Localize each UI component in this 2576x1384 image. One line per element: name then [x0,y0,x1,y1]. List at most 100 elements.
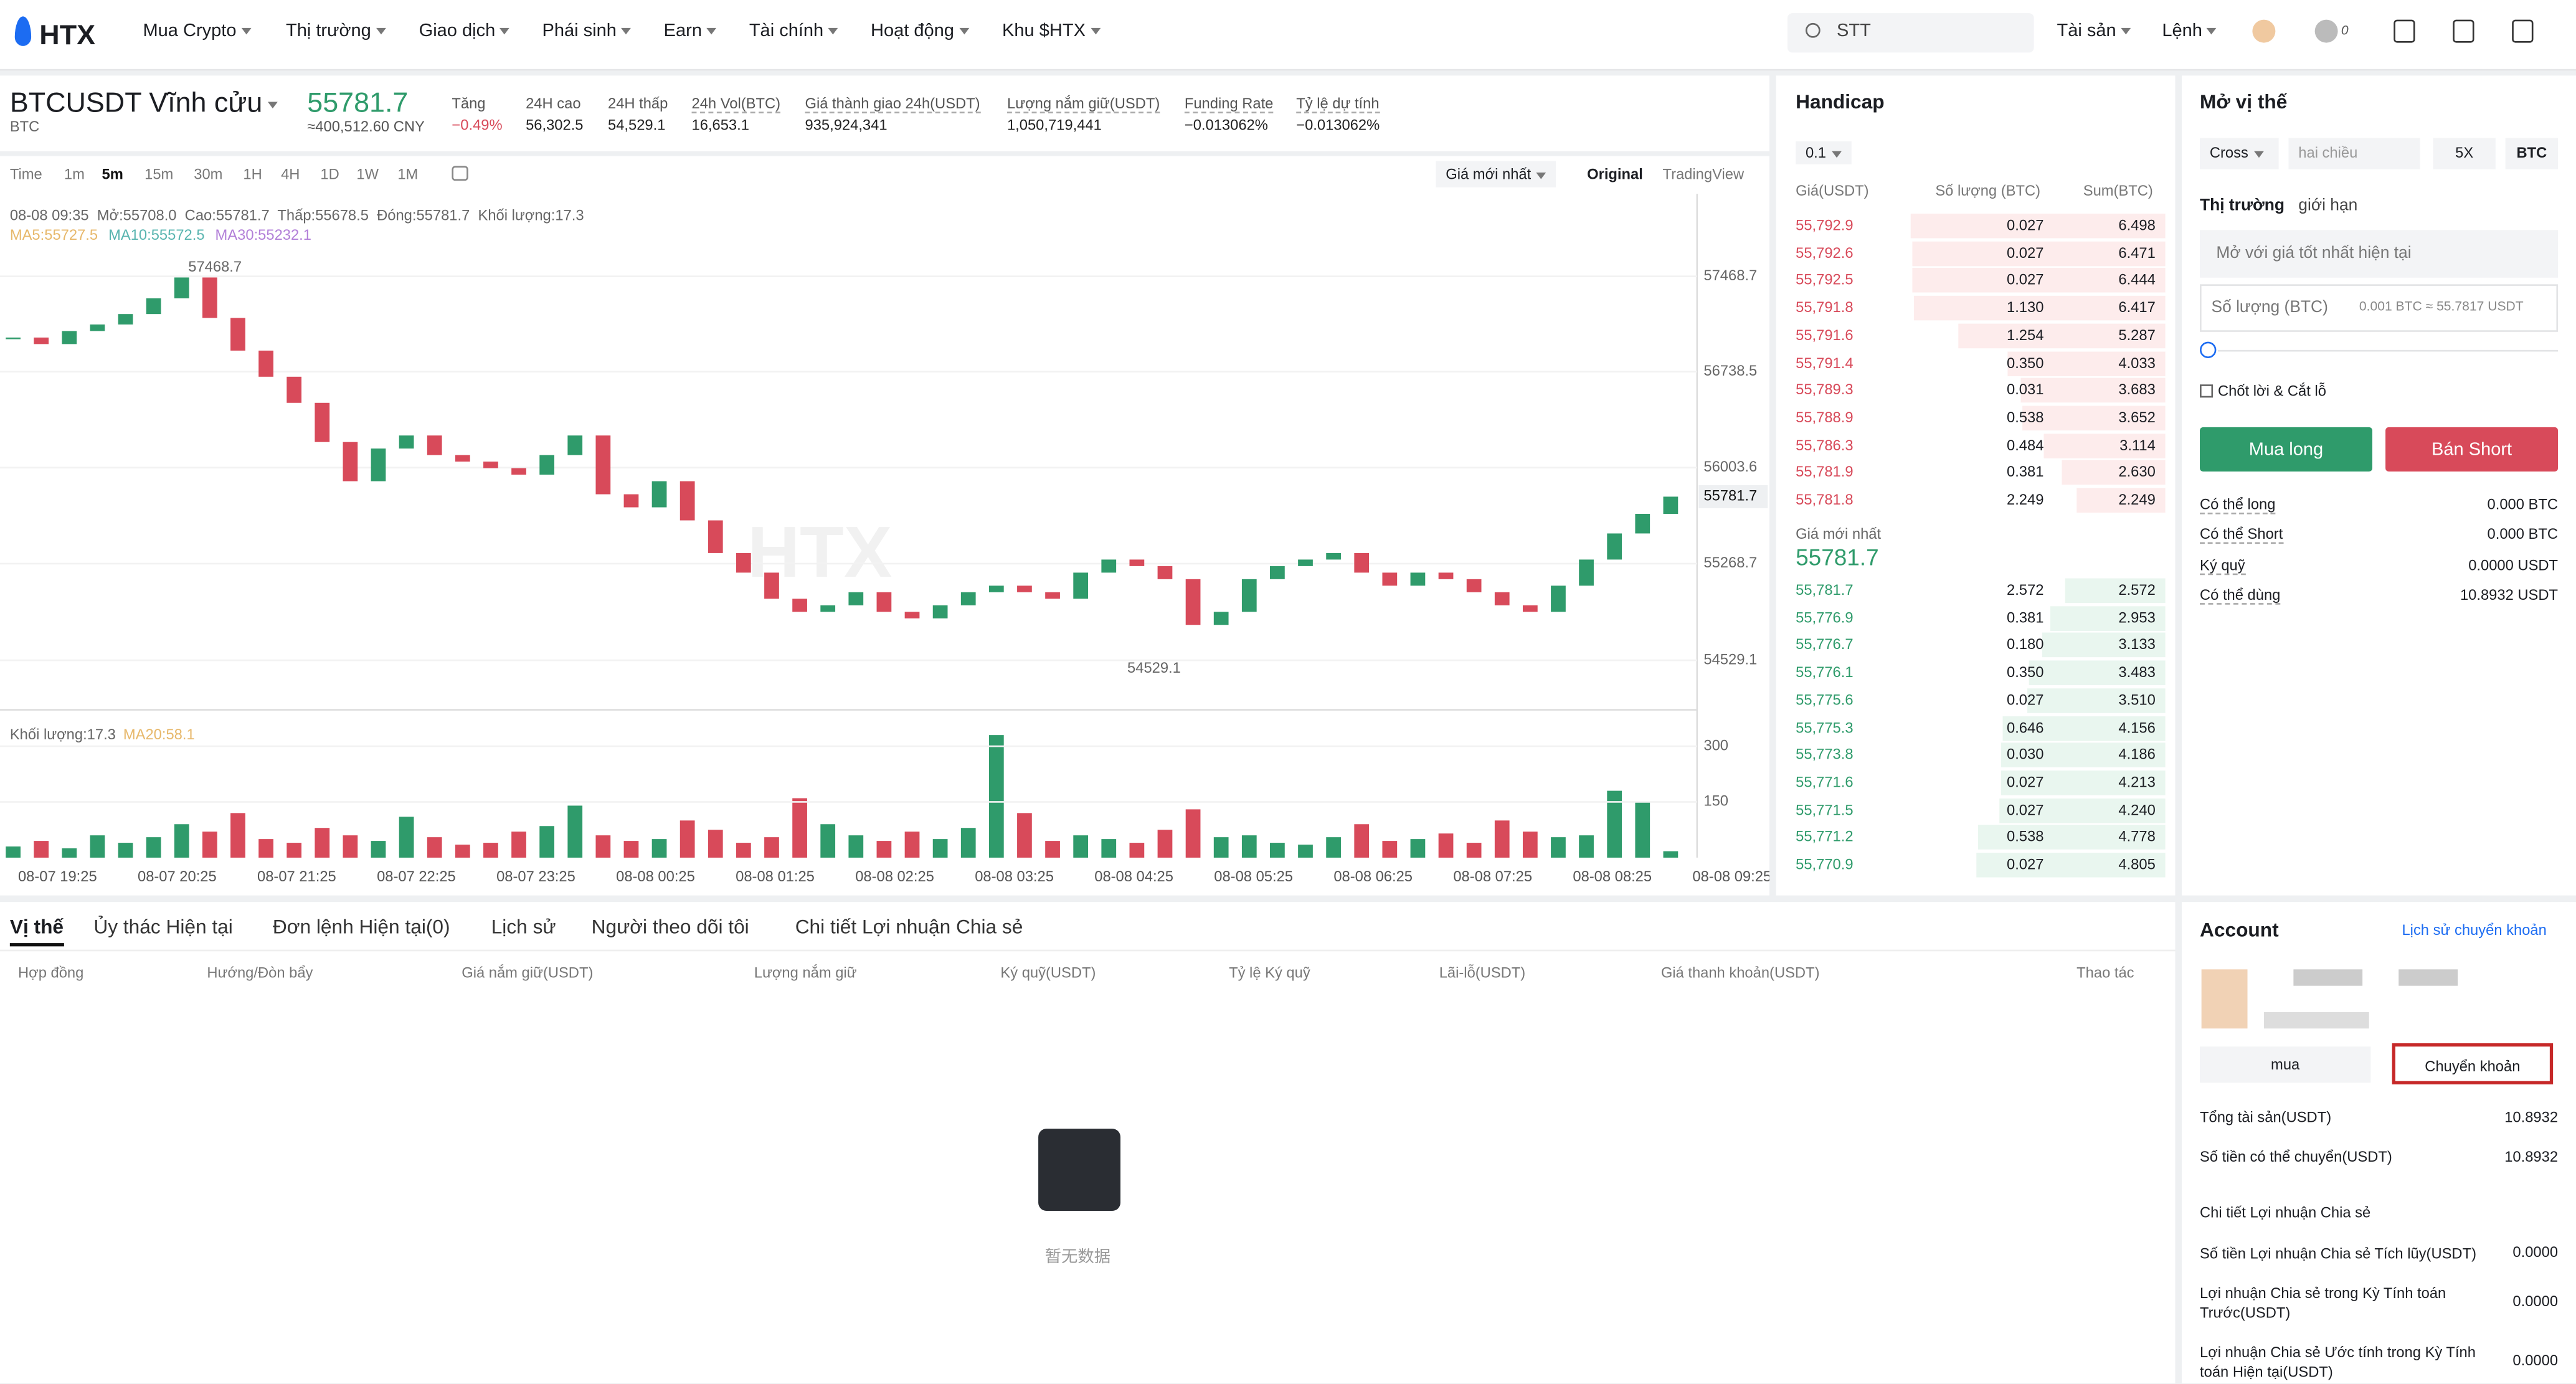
ob-price[interactable]: 55,792.6 [1796,244,1854,261]
candle [1045,592,1060,599]
candle [6,337,21,339]
ob-precision[interactable]: 0.1 [1796,141,1851,164]
acc-label: Số tiền có thể chuyển(USDT) [2200,1148,2392,1165]
ob-qty: 0.538 [2006,828,2044,845]
candle [595,435,611,495]
ob-sum: 6.444 [2118,272,2156,288]
ob-price[interactable]: 55,781.8 [1796,491,1854,508]
ob-price[interactable]: 55,770.9 [1796,856,1854,873]
candle [820,605,836,612]
slider-knob[interactable] [2200,341,2217,359]
nav-item[interactable]: Hoạt động [871,21,969,41]
nav-item[interactable]: Thị trường [286,21,386,41]
acc-buy[interactable]: mua [2200,1046,2371,1083]
ob-price[interactable]: 55,791.8 [1796,299,1854,316]
nav-item[interactable]: Phái sinh [542,21,631,41]
price-mode[interactable]: Giá mới nhất [1436,161,1556,187]
tpsl[interactable]: Chốt lời & Cắt lỗ [2218,382,2326,399]
ob-price[interactable]: 55,773.8 [1796,746,1854,763]
search-text[interactable]: STT [1837,21,1871,41]
volume-bar [202,832,217,858]
ob-price[interactable]: 55,776.9 [1796,609,1854,626]
of-lev[interactable]: 5X [2433,138,2496,169]
timeframe[interactable]: 15m [144,166,174,182]
ob-qty: 0.646 [2006,719,2044,736]
ob-price[interactable]: 55,781.9 [1796,463,1854,481]
depth-bar [2077,488,2166,513]
pos-tab[interactable]: Chi tiết Lợi nhuận Chia sẻ [795,915,1023,939]
ob-price[interactable]: 55,791.4 [1796,354,1854,371]
buy-btn[interactable]: Mua long [2200,427,2372,472]
timeframe[interactable]: Time [9,166,42,182]
ob-price[interactable]: 55,786.3 [1796,436,1854,453]
volume-bar [1270,843,1285,858]
acc-section: Chi tiết Lợi nhuận Chia sẻ [2200,1204,2371,1221]
ob-price[interactable]: 55,789.3 [1796,381,1854,398]
search-box [1787,13,2034,53]
of-unit[interactable]: BTC [2505,138,2559,169]
nav-item[interactable]: Tài chính [749,21,838,41]
ob-price[interactable]: 55,775.6 [1796,691,1854,708]
ob-price[interactable]: 55,792.9 [1796,217,1854,234]
of-qty[interactable]: Số lượng (BTC) [2200,284,2559,332]
icon[interactable] [2512,19,2534,43]
volume-bar [1663,851,1679,858]
nav-item[interactable]: Earn [664,21,717,41]
checkbox[interactable] [2200,384,2214,398]
volume-bar [1466,843,1482,858]
of-tab[interactable]: Thị trường [2200,197,2285,216]
ob-qty: 0.027 [2006,217,2044,234]
pos-tab[interactable]: Ủy thác Hiện tại [93,915,233,939]
candle [623,494,639,508]
x-tick-label: 08-07 20:25 [138,869,217,885]
ob-price[interactable]: 55,792.5 [1796,272,1854,288]
acc-transfer[interactable]: Chuyển khoản [2392,1043,2554,1084]
nav-item[interactable]: Khu $HTX [1002,21,1101,41]
ob-qty: 0.484 [2006,436,2044,453]
timeframe[interactable]: 1M [397,166,419,182]
view-original[interactable]: Original [1587,166,1643,182]
ob-price[interactable]: 55,781.7 [1796,581,1854,599]
timeframe[interactable]: 1D [320,166,339,182]
timeframe[interactable]: 1W [356,166,379,182]
ob-price[interactable]: 55,771.6 [1796,774,1854,790]
screenshot-icon[interactable] [452,166,468,181]
candle [651,481,667,508]
sell-btn[interactable]: Bán Short [2385,427,2559,472]
timeframe[interactable]: 30m [194,166,223,182]
timeframe[interactable]: 1m [64,166,85,182]
nav-item[interactable]: Mua Crypto [143,21,251,41]
view-tv[interactable]: TradingView [1662,166,1745,182]
pos-tab[interactable]: Người theo dõi tôi [591,915,749,939]
ob-price[interactable]: 55,771.5 [1796,801,1854,818]
nav-item[interactable]: Giao dịch [419,21,510,41]
symbol[interactable]: BTCUSDT Vĩnh cửu [10,87,277,120]
ob-qty: 2.572 [2006,581,2044,599]
depth-bar [2049,605,2166,631]
candle [343,442,358,481]
candle [764,572,779,599]
timeframe[interactable]: 5m [102,166,123,182]
icon[interactable] [2394,19,2415,43]
timeframe[interactable]: 1H [243,166,262,182]
timeframe[interactable]: 4H [281,166,300,182]
volume-bar [1382,841,1398,858]
assets[interactable]: Tài sản [2057,21,2131,41]
acc-history[interactable]: Lịch sử chuyển khoản [2402,921,2547,939]
ob-price[interactable]: 55,788.9 [1796,409,1854,425]
of-mode[interactable]: hai chiều [2288,138,2420,169]
pos-tab[interactable]: Đơn lệnh Hiện tại(0) [272,915,450,939]
share-value: 0.0000 [2512,1243,2559,1261]
icon[interactable] [2453,19,2474,43]
ob-price[interactable]: 55,775.3 [1796,719,1854,736]
ob-price[interactable]: 55,776.1 [1796,663,1854,681]
pos-tab[interactable]: Vị thế [9,915,64,947]
ob-price[interactable]: 55,791.6 [1796,326,1854,343]
of-tab[interactable]: giới hạn [2298,197,2358,216]
volume-bar [258,839,273,858]
ob-price[interactable]: 55,771.2 [1796,828,1854,845]
pos-tab[interactable]: Lịch sử [491,915,556,939]
orders[interactable]: Lệnh [2162,21,2217,41]
ob-price[interactable]: 55,776.7 [1796,636,1854,653]
of-margin[interactable]: Cross [2200,138,2279,169]
